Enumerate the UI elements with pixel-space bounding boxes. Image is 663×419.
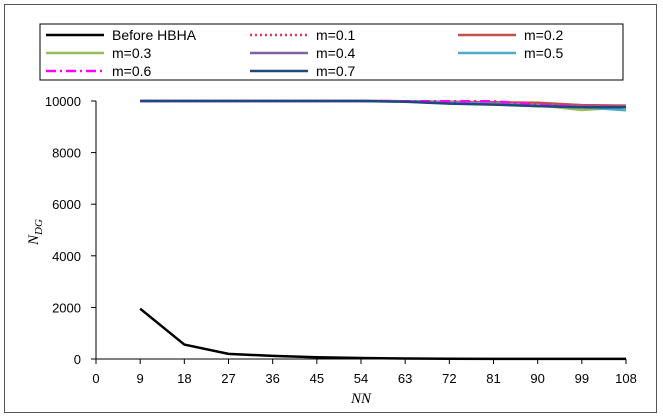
legend-label: m=0.7: [316, 63, 356, 79]
y-tick-label: 8000: [52, 146, 81, 161]
x-tick-label: 9: [137, 371, 144, 386]
x-ticks: 0 9 18 27 36 45 54 63 72 81 90 99 108: [92, 359, 637, 386]
chart-frame: [4, 4, 657, 413]
legend-label: m=0.3: [112, 45, 152, 61]
y-tick-label: 2000: [52, 300, 81, 315]
legend-label: Before HBHA: [112, 27, 197, 43]
x-tick-label: 54: [354, 371, 368, 386]
legend-label: m=0.1: [316, 27, 356, 43]
svg-text:NDG: NDG: [26, 219, 45, 246]
y-axis-label-sub: DG: [33, 219, 45, 236]
y-tick-label: 6000: [52, 197, 81, 212]
legend-box: [39, 23, 624, 81]
series-line-m-0-7: [140, 99, 626, 109]
x-tick-label: 99: [575, 371, 589, 386]
y-tick-label: 4000: [52, 249, 81, 264]
legend-label: m=0.4: [316, 45, 356, 61]
y-axis-label: NDG: [26, 219, 45, 246]
y-tick-label: 0: [74, 352, 81, 367]
legend-label: m=0.6: [112, 63, 152, 79]
x-tick-label: 45: [310, 371, 324, 386]
x-tick-label: 36: [265, 371, 279, 386]
x-tick-label: 18: [177, 371, 191, 386]
legend-label: m=0.5: [524, 45, 564, 61]
x-tick-label: 108: [615, 371, 637, 386]
series-lines: [139, 99, 627, 361]
x-tick-label: 63: [398, 371, 412, 386]
legend-label: m=0.2: [524, 27, 564, 43]
y-tick-label: 10000: [45, 94, 81, 109]
x-axis-label: NN: [350, 391, 372, 407]
x-tick-label: 27: [221, 371, 235, 386]
x-tick-label: 72: [442, 371, 456, 386]
legend: Before HBHA m=0.1 m=0.2 m=0.3 m=0.4 m=0.5 m=0.…: [46, 27, 564, 79]
y-axis-label-main: N: [26, 234, 42, 246]
y-ticks: 0 2000 4000 6000 8000 10000: [45, 94, 96, 367]
series-line-before-hbha: [139, 307, 626, 361]
x-tick-label: 0: [92, 371, 99, 386]
x-tick-label: 90: [530, 371, 544, 386]
x-tick-label: 81: [486, 371, 500, 386]
